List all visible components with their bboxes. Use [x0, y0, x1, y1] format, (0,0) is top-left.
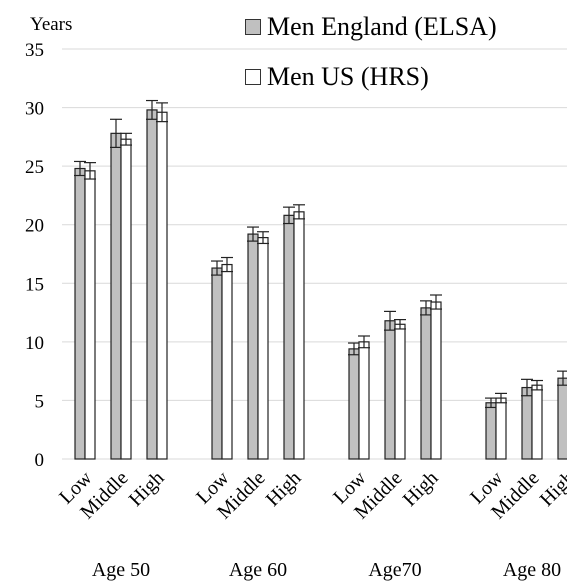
legend-swatch-elsa	[245, 19, 261, 35]
bar-hrs-0-1	[120, 138, 132, 460]
y-tick-label: 25	[25, 157, 44, 178]
bar-elsa-2-0	[348, 348, 360, 460]
bar-elsa-3-0	[485, 402, 497, 460]
bar-hrs-0-2	[156, 111, 168, 460]
bar-hrs-2-2	[430, 301, 442, 460]
category-label: High	[125, 467, 169, 511]
group-label: Age 80	[503, 559, 561, 581]
legend-item-hrs: Men US (HRS)	[245, 62, 429, 92]
bar-elsa-0-0	[74, 167, 86, 460]
bar-hrs-0-0	[84, 170, 96, 460]
bar-hrs-2-1	[394, 323, 406, 460]
y-axis-label: Years	[30, 14, 72, 35]
bar-elsa-1-2	[283, 214, 295, 460]
bar-hrs-1-2	[293, 211, 305, 460]
y-tick-label: 5	[35, 391, 45, 412]
y-tick-label: 10	[25, 333, 44, 354]
y-tick-label: 35	[25, 40, 44, 61]
bar-hrs-3-1	[531, 384, 543, 460]
group-label: Age70	[368, 559, 421, 581]
y-tick-label: 20	[25, 216, 44, 237]
legend-swatch-hrs	[245, 69, 261, 85]
bar-hrs-1-0	[221, 263, 233, 460]
bar-hrs-2-0	[358, 341, 370, 460]
bar-elsa-3-2	[557, 377, 567, 460]
category-label: High	[262, 467, 306, 511]
bar-hrs-1-1	[257, 237, 269, 460]
y-tick-label: 30	[25, 99, 44, 120]
legend-label-hrs: Men US (HRS)	[267, 62, 429, 91]
category-label: High	[399, 467, 443, 511]
legend-item-elsa: Men England (ELSA)	[245, 12, 497, 42]
y-tick-label: 0	[35, 450, 45, 471]
bar-elsa-0-2	[146, 109, 158, 460]
category-label: High	[536, 467, 567, 511]
group-label: Age 60	[229, 559, 287, 581]
legend-label-elsa: Men England (ELSA)	[267, 12, 497, 41]
bar-elsa-3-1	[521, 386, 533, 460]
bar-hrs-3-0	[495, 397, 507, 460]
bar-elsa-1-0	[211, 267, 223, 460]
bar-elsa-2-2	[420, 307, 432, 460]
y-tick-label: 15	[25, 274, 44, 295]
bar-elsa-2-1	[384, 320, 396, 460]
group-label: Age 50	[92, 559, 150, 581]
bar-elsa-1-1	[247, 233, 259, 460]
bar-elsa-0-1	[110, 132, 122, 460]
